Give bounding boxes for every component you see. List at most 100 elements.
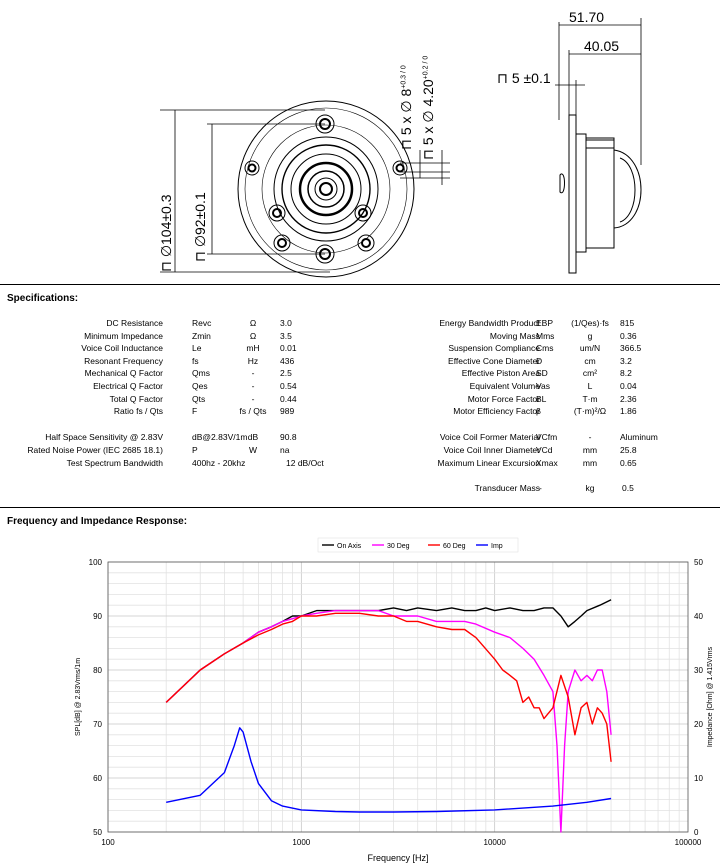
x-axis-label: Frequency [Hz] bbox=[367, 853, 428, 863]
spec-label: Test Spectrum Bandwidth bbox=[66, 458, 163, 468]
spec-label: Motor Efficiency Factor bbox=[453, 406, 540, 417]
spec-symbol: VCfm bbox=[536, 432, 558, 442]
spec-label: Effective Cone Diameter bbox=[448, 355, 540, 366]
spec-symbol: dB@2.83V/1m bbox=[192, 432, 248, 442]
spec-label: Minimum Impedance bbox=[84, 330, 163, 341]
spec-label: Total Q Factor bbox=[109, 393, 163, 404]
spec-symbol: - bbox=[539, 483, 542, 493]
y2-tick-label: 40 bbox=[694, 612, 703, 621]
series-line-60-deg bbox=[165, 612, 612, 762]
spec-label: Voice Coil Former Material bbox=[439, 432, 540, 442]
frequency-response-chart: 100 1000 10000 1000005060708090100010203040… bbox=[75, 537, 714, 863]
dim-hole-diameter: ⊓ 5 x ∅ 8+0.3 / 0 bbox=[398, 65, 414, 150]
spec-bandwidth-slope: 12 dB/Oct bbox=[286, 458, 324, 468]
spec-symbol: SD bbox=[536, 368, 548, 379]
spec-label: Equivalent Volume bbox=[469, 381, 540, 391]
spec-unit: Ω bbox=[249, 330, 257, 341]
spec-symbol: P bbox=[192, 444, 198, 455]
spec-label: Moving Mass bbox=[489, 330, 540, 341]
mechanical-drawing bbox=[160, 18, 642, 278]
spec-unit: - bbox=[588, 432, 592, 442]
y-axis-label: SPL[dB] @ 2.83Vrms/1m bbox=[75, 658, 82, 736]
specs-title: Specifications: bbox=[7, 293, 79, 304]
x-tick-label: 100000 bbox=[675, 838, 702, 847]
y2-tick-label: 0 bbox=[694, 828, 699, 837]
spec-symbol: β bbox=[536, 406, 541, 417]
side-flange bbox=[568, 114, 577, 274]
plot-frame bbox=[107, 561, 689, 833]
spec-symbol: BL bbox=[536, 393, 547, 404]
spec-label: Resonant Frequency bbox=[84, 355, 163, 366]
rear-dome bbox=[613, 149, 642, 229]
y2-tick-label: 50 bbox=[694, 558, 703, 567]
spec-symbol: Qes bbox=[192, 381, 208, 391]
spec-unit: g bbox=[587, 330, 593, 341]
divider-top bbox=[0, 284, 720, 285]
spec-unit: cm² bbox=[582, 368, 598, 379]
spec-unit: Ω bbox=[249, 318, 257, 328]
plot-area bbox=[108, 562, 688, 832]
spec-unit: kg bbox=[585, 483, 595, 493]
spec-label: Rated Noise Power (IEC 2685 18.1) bbox=[27, 444, 163, 455]
spec-unit: T·m bbox=[582, 393, 598, 404]
spec-unit: (T·m)²/Ω bbox=[573, 406, 607, 417]
spec-value: 0.44 bbox=[280, 393, 297, 404]
spec-unit: mm bbox=[582, 457, 598, 468]
spec-unit: - bbox=[251, 393, 255, 404]
spec-unit: fs / Qts bbox=[239, 406, 267, 417]
dim-outer-diameter: ⊓ ∅104±0.3 bbox=[158, 194, 174, 272]
legend-label: 30 Deg bbox=[387, 543, 410, 550]
spec-label: Mechanical Q Factor bbox=[84, 368, 163, 379]
mount-hole-right bbox=[392, 160, 408, 176]
spec-value: 3.0 bbox=[280, 318, 292, 328]
spec-value: 3.5 bbox=[280, 330, 292, 341]
x-tick-label: 1000 bbox=[292, 838, 310, 847]
spec-unit: - bbox=[251, 368, 255, 379]
spec-value: 0.36 bbox=[620, 330, 637, 341]
outer-flange-circle bbox=[237, 100, 415, 278]
spec-label: Electrical Q Factor bbox=[93, 381, 163, 391]
spec-unit: (1/Qes)·fs bbox=[571, 318, 609, 328]
spec-unit: um/N bbox=[579, 343, 601, 354]
spec-symbol: Mms bbox=[536, 330, 555, 341]
y-tick-label: 90 bbox=[93, 612, 102, 621]
spec-value: 0.65 bbox=[620, 457, 637, 468]
spec-unit: mH bbox=[246, 343, 260, 354]
spec-value: 0.04 bbox=[620, 381, 637, 391]
spec-value: 8.2 bbox=[620, 368, 632, 379]
spec-label: Suspension Compliance bbox=[448, 343, 540, 354]
spec-unit: W bbox=[248, 444, 258, 455]
spec-value: 2.36 bbox=[620, 393, 637, 404]
spec-value: 989 bbox=[280, 406, 295, 417]
mount-hole-lr bbox=[357, 234, 375, 252]
legend-label: On Axis bbox=[337, 543, 362, 550]
spec-symbol: Qts bbox=[192, 393, 206, 404]
legend-label: 60 Deg bbox=[443, 543, 466, 550]
spec-symbol: Zmin bbox=[192, 330, 211, 341]
spec-symbol: D bbox=[536, 355, 543, 366]
legend-label: Imp bbox=[491, 543, 503, 550]
response-title: Frequency and Impedance Response: bbox=[7, 516, 188, 527]
spec-symbol: Le bbox=[192, 343, 202, 354]
spec-symbol: fs bbox=[192, 355, 199, 366]
spec-label: Voice Coil Inner Diameter bbox=[443, 444, 540, 455]
dim-overall-depth: 51.70 bbox=[569, 9, 605, 25]
spec-value: 3.2 bbox=[620, 355, 632, 366]
spec-value: 90.8 bbox=[280, 432, 297, 442]
spec-symbol: Cms bbox=[536, 343, 554, 354]
spec-value: 2.5 bbox=[280, 368, 292, 379]
spec-symbol: F bbox=[192, 406, 198, 417]
spec-label: Maximum Linear Excursion bbox=[437, 457, 540, 468]
spec-value: 436 bbox=[280, 355, 295, 366]
dim-hole2-diameter: ⊓ 5 x ∅ 4.20+0.2 / 0 bbox=[420, 55, 436, 160]
divider-middle bbox=[0, 507, 720, 508]
spec-symbol: Revc bbox=[192, 318, 212, 328]
dim-flange-thickness: ⊓ 5 ±0.1 bbox=[497, 70, 551, 86]
dim-bolt-circle: ⊓ ∅92±0.1 bbox=[192, 192, 208, 262]
mount-hole-ul bbox=[268, 204, 286, 222]
spec-symbol: VCd bbox=[536, 444, 553, 455]
spec-label: Voice Coil Inductance bbox=[81, 343, 163, 354]
series-line-30-deg bbox=[165, 609, 612, 833]
y-tick-label: 70 bbox=[93, 720, 102, 729]
spec-label: Transducer Mass bbox=[474, 483, 540, 493]
